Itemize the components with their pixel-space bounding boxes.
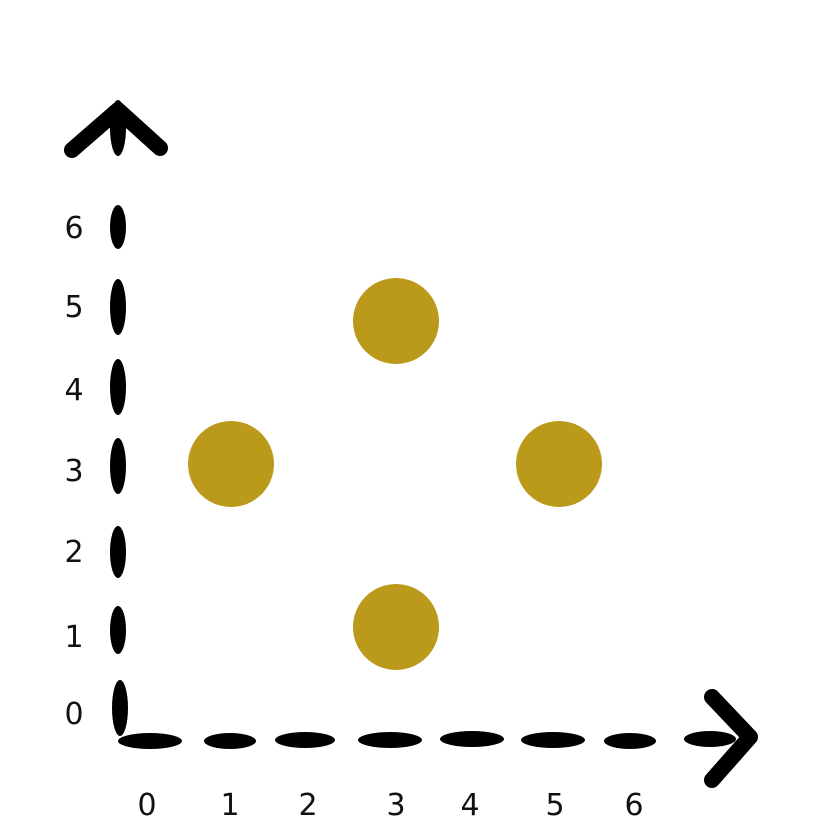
x-tick-label: 0	[137, 788, 156, 823]
x-tick-labels: 0 1 2 3 4 5 6	[137, 788, 643, 823]
y-axis-dash	[110, 359, 126, 415]
y-tick-label: 0	[64, 697, 83, 732]
y-tick-label: 1	[64, 620, 83, 655]
x-axis-dash	[275, 732, 335, 748]
data-point	[188, 421, 274, 507]
y-tick-labels: 0 1 2 3 4 5 6	[64, 211, 83, 732]
y-axis-dash	[110, 205, 126, 249]
x-axis-dash	[604, 733, 656, 749]
x-tick-label: 3	[386, 788, 405, 823]
x-axis-dash	[358, 732, 422, 748]
y-axis-dash	[112, 680, 128, 736]
x-tick-label: 2	[298, 788, 317, 823]
y-axis-dash	[110, 438, 126, 494]
x-tick-label: 1	[220, 788, 239, 823]
y-tick-label: 5	[64, 290, 83, 325]
data-points	[188, 278, 602, 670]
x-axis-dash	[118, 733, 182, 749]
data-point	[516, 421, 602, 507]
x-tick-label: 5	[545, 788, 564, 823]
data-point	[353, 584, 439, 670]
x-tick-label: 4	[460, 788, 479, 823]
x-axis-dash	[204, 733, 256, 749]
x-axis-dash	[521, 732, 585, 748]
y-axis-dash	[110, 526, 126, 578]
x-axis-dash	[684, 731, 736, 747]
y-tick-label: 4	[64, 373, 83, 408]
x-tick-label: 6	[624, 788, 643, 823]
y-tick-label: 3	[64, 454, 83, 489]
y-axis	[64, 100, 168, 736]
x-axis-dash	[440, 731, 504, 747]
y-axis-dash	[110, 100, 126, 156]
x-axis	[118, 689, 758, 788]
y-axis-dash	[110, 279, 126, 335]
x-axis-arrowhead	[704, 689, 758, 788]
y-axis-dash	[110, 606, 126, 654]
data-point	[353, 278, 439, 364]
y-tick-label: 6	[64, 211, 83, 246]
y-tick-label: 2	[64, 535, 83, 570]
